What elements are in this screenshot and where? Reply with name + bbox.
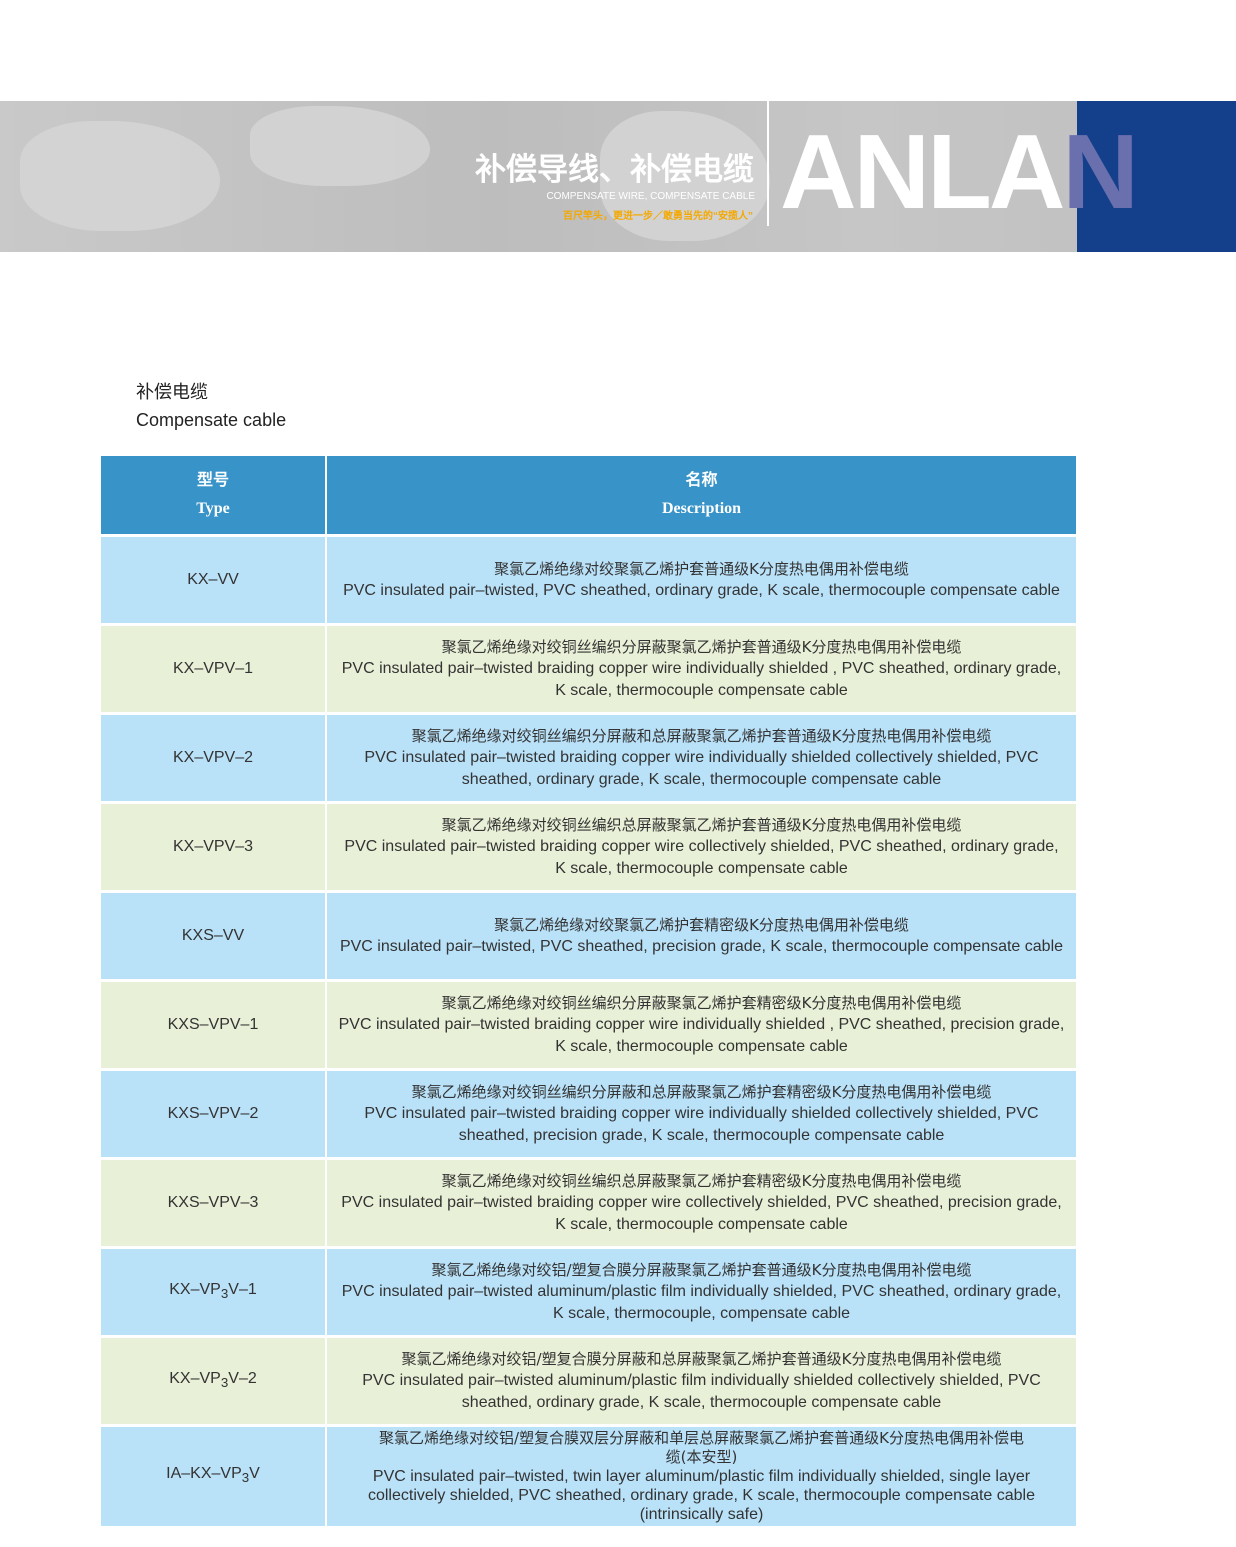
description-en: PVC insulated pair–twisted, twin layer a…: [367, 1468, 1036, 1523]
type-text: IA–KX–VP: [166, 1465, 242, 1483]
type-text: V–1: [228, 1280, 257, 1298]
type-text: KXS–VPV–1: [167, 1016, 259, 1033]
table-row: KX–VPV–3 聚氯乙烯绝缘对绞铜丝编织总屏蔽聚氯乙烯护套普通级K分度热电偶用补…: [101, 801, 1076, 892]
banner-slogan: 百尺竿头，更进一步／敢勇当先的“安揽人”: [563, 211, 753, 222]
description-en: PVC insulated pair–twisted braiding copp…: [341, 1194, 1062, 1233]
description-cell: 聚氯乙烯绝缘对绞聚氯乙烯护套普通级K分度热电偶用补偿电缆 PVC insulate…: [326, 534, 1076, 625]
description-en: PVC insulated pair–twisted, PVC sheathed…: [343, 582, 1060, 599]
logo-text: ANLA: [780, 113, 1065, 231]
type-text: KXS–VPV–3: [167, 1194, 259, 1211]
description-cn: 聚氯乙烯绝缘对绞聚氯乙烯护套精密级K分度热电偶用补偿电缆: [494, 916, 909, 934]
description-en: PVC insulated pair–twisted aluminum/plas…: [341, 1283, 1062, 1322]
type-cell: KX–VV: [101, 534, 327, 625]
type-cell: KX–VP3V–2: [101, 1335, 327, 1426]
type-cell: KXS–VPV–3: [101, 1157, 327, 1248]
description-cn: 聚氯乙烯绝缘对绞铜丝编织分屏蔽和总屏蔽聚氯乙烯护套普通级K分度热电偶用补偿电缆: [411, 727, 992, 745]
type-column-header: 型号 Type: [101, 456, 327, 536]
description-cn: 聚氯乙烯绝缘对绞铝/塑复合膜分屏蔽聚氯乙烯护套普通级K分度热电偶用补偿电缆: [431, 1261, 972, 1279]
type-subscript: 3: [220, 1286, 229, 1302]
description-cell: 聚氯乙烯绝缘对绞铝/塑复合膜双层分屏蔽和单层总屏蔽聚氯乙烯护套普通级K分度热电偶…: [326, 1424, 1076, 1526]
type-cell: KXS–VV: [101, 890, 327, 981]
table-row: KX–VV 聚氯乙烯绝缘对绞聚氯乙烯护套普通级K分度热电偶用补偿电缆 PVC ins…: [101, 534, 1076, 625]
type-header-cn: 型号: [196, 472, 229, 489]
banner-subtitle: COMPENSATE WIRE, COMPENSATE CABLE: [546, 191, 755, 202]
table-header-row: 型号 Type 名称 Description: [101, 456, 1076, 536]
table-row: KXS–VPV–2 聚氯乙烯绝缘对绞铜丝编织分屏蔽和总屏蔽聚氯乙烯护套精密级K分度…: [101, 1068, 1076, 1159]
header-banner: 补偿导线、补偿电缆 COMPENSATE WIRE, COMPENSATE CA…: [0, 101, 1236, 252]
type-text: KXS–VPV–2: [167, 1105, 259, 1122]
banner-divider: [767, 101, 769, 226]
description-cell: 聚氯乙烯绝缘对绞铜丝编织总屏蔽聚氯乙烯护套普通级K分度热电偶用补偿电缆 PVC i…: [326, 801, 1076, 892]
desc-header-cn: 名称: [685, 472, 718, 489]
type-text: KX–VV: [187, 571, 239, 588]
type-cell: IA–KX–VP3V: [101, 1424, 327, 1526]
description-en: PVC insulated pair–twisted braiding copp…: [341, 660, 1062, 699]
table-row: KXS–VPV–1 聚氯乙烯绝缘对绞铜丝编织分屏蔽聚氯乙烯护套精密级K分度热电偶用…: [101, 979, 1076, 1070]
description-cn: 聚氯乙烯绝缘对绞铜丝编织分屏蔽和总屏蔽聚氯乙烯护套精密级K分度热电偶用补偿电缆: [411, 1083, 992, 1101]
type-header-en: Type: [196, 500, 230, 517]
type-text: KX–VPV–3: [172, 838, 254, 855]
description-cell: 聚氯乙烯绝缘对绞铝/塑复合膜分屏蔽聚氯乙烯护套普通级K分度热电偶用补偿电缆 PVC…: [326, 1246, 1076, 1337]
table-row: KX–VPV–2 聚氯乙烯绝缘对绞铜丝编织分屏蔽和总屏蔽聚氯乙烯护套普通级K分度热…: [101, 712, 1076, 803]
table-row: KX–VP3V–1 聚氯乙烯绝缘对绞铝/塑复合膜分屏蔽聚氯乙烯护套普通级K分度热电…: [101, 1246, 1076, 1337]
table-row: IA–KX–VP3V 聚氯乙烯绝缘对绞铝/塑复合膜双层分屏蔽和单层总屏蔽聚氯乙烯护…: [101, 1424, 1076, 1526]
description-en: PVC insulated pair–twisted aluminum/plas…: [362, 1372, 1041, 1411]
description-cn: 聚氯乙烯绝缘对绞铜丝编织总屏蔽聚氯乙烯护套普通级K分度热电偶用补偿电缆: [441, 816, 962, 834]
type-cell: KX–VPV–1: [101, 623, 327, 714]
description-cell: 聚氯乙烯绝缘对绞铜丝编织分屏蔽聚氯乙烯护套普通级K分度热电偶用补偿电缆 PVC i…: [326, 623, 1076, 714]
type-subscript: 3: [241, 1470, 250, 1486]
section-title-cn: 补偿电缆: [136, 382, 208, 402]
logo-letter-n: N: [1062, 113, 1139, 231]
description-cn: 聚氯乙烯绝缘对绞铝/塑复合膜双层分屏蔽和单层总屏蔽聚氯乙烯护套普通级K分度热电偶…: [379, 1429, 1024, 1466]
type-text: KX–VP: [169, 1280, 221, 1298]
description-cn: 聚氯乙烯绝缘对绞聚氯乙烯护套普通级K分度热电偶用补偿电缆: [494, 560, 909, 578]
description-en: PVC insulated pair–twisted braiding copp…: [344, 838, 1059, 877]
table-row: KXS–VPV–3 聚氯乙烯绝缘对绞铜丝编织总屏蔽聚氯乙烯护套精密级K分度热电偶用…: [101, 1157, 1076, 1248]
description-cell: 聚氯乙烯绝缘对绞聚氯乙烯护套精密级K分度热电偶用补偿电缆 PVC insulate…: [326, 890, 1076, 981]
table-row: KX–VP3V–2 聚氯乙烯绝缘对绞铝/塑复合膜分屏蔽和总屏蔽聚氯乙烯护套普通级K…: [101, 1335, 1076, 1426]
description-cn: 聚氯乙烯绝缘对绞铜丝编织分屏蔽聚氯乙烯护套普通级K分度热电偶用补偿电缆: [441, 638, 962, 656]
description-en: PVC insulated pair–twisted braiding copp…: [364, 749, 1039, 788]
type-cell: KX–VPV–3: [101, 801, 327, 892]
type-text: KXS–VV: [181, 927, 245, 944]
description-en: PVC insulated pair–twisted, PVC sheathed…: [339, 938, 1064, 955]
world-map-shape: [250, 106, 430, 186]
type-text: KX–VPV–2: [172, 749, 254, 766]
description-cell: 聚氯乙烯绝缘对绞铜丝编织分屏蔽聚氯乙烯护套精密级K分度热电偶用补偿电缆 PVC i…: [326, 979, 1076, 1070]
table-row: KX–VPV–1 聚氯乙烯绝缘对绞铜丝编织分屏蔽聚氯乙烯护套普通级K分度热电偶用补…: [101, 623, 1076, 714]
description-en: PVC insulated pair–twisted braiding copp…: [364, 1105, 1039, 1144]
table-body: KX–VV 聚氯乙烯绝缘对绞聚氯乙烯护套普通级K分度热电偶用补偿电缆 PVC ins…: [101, 534, 1076, 1526]
description-cell: 聚氯乙烯绝缘对绞铜丝编织分屏蔽和总屏蔽聚氯乙烯护套精密级K分度热电偶用补偿电缆 P…: [326, 1068, 1076, 1159]
cable-table: 型号 Type 名称 Description KX–VV 聚氯乙烯绝缘对绞聚氯乙烯护套…: [101, 456, 1076, 1526]
description-cn: 聚氯乙烯绝缘对绞铝/塑复合膜分屏蔽和总屏蔽聚氯乙烯护套普通级K分度热电偶用补偿电…: [401, 1350, 1002, 1368]
description-column-header: 名称 Description: [326, 456, 1076, 536]
world-map-shape: [20, 121, 220, 231]
description-cn: 聚氯乙烯绝缘对绞铜丝编织总屏蔽聚氯乙烯护套精密级K分度热电偶用补偿电缆: [441, 1172, 962, 1190]
section-title-en: Compensate cable: [136, 410, 287, 430]
description-cn: 聚氯乙烯绝缘对绞铜丝编织分屏蔽聚氯乙烯护套精密级K分度热电偶用补偿电缆: [441, 994, 962, 1012]
description-cell: 聚氯乙烯绝缘对绞铜丝编织总屏蔽聚氯乙烯护套精密级K分度热电偶用补偿电缆 PVC i…: [326, 1157, 1076, 1248]
type-cell: KXS–VPV–1: [101, 979, 327, 1070]
desc-header-en: Description: [661, 500, 742, 517]
banner-title: 补偿导线、补偿电缆: [475, 152, 754, 188]
logo-blue-block: [1077, 101, 1236, 252]
description-cell: 聚氯乙烯绝缘对绞铝/塑复合膜分屏蔽和总屏蔽聚氯乙烯护套普通级K分度热电偶用补偿电…: [326, 1335, 1076, 1426]
description-en: PVC insulated pair–twisted braiding copp…: [338, 1016, 1065, 1055]
type-cell: KXS–VPV–2: [101, 1068, 327, 1159]
description-cell: 聚氯乙烯绝缘对绞铜丝编织分屏蔽和总屏蔽聚氯乙烯护套普通级K分度热电偶用补偿电缆 P…: [326, 712, 1076, 803]
world-map-shape: [600, 111, 770, 241]
type-cell: KX–VPV–2: [101, 712, 327, 803]
type-cell: KX–VP3V–1: [101, 1246, 327, 1337]
brand-logo: ANLAN: [780, 119, 1139, 225]
type-text: KX–VPV–1: [172, 660, 254, 677]
type-text: V: [249, 1465, 260, 1483]
type-subscript: 3: [220, 1375, 229, 1391]
type-text: V–2: [228, 1369, 257, 1387]
table-row: KXS–VV 聚氯乙烯绝缘对绞聚氯乙烯护套精密级K分度热电偶用补偿电缆 PVC in…: [101, 890, 1076, 981]
type-text: KX–VP: [169, 1369, 221, 1387]
